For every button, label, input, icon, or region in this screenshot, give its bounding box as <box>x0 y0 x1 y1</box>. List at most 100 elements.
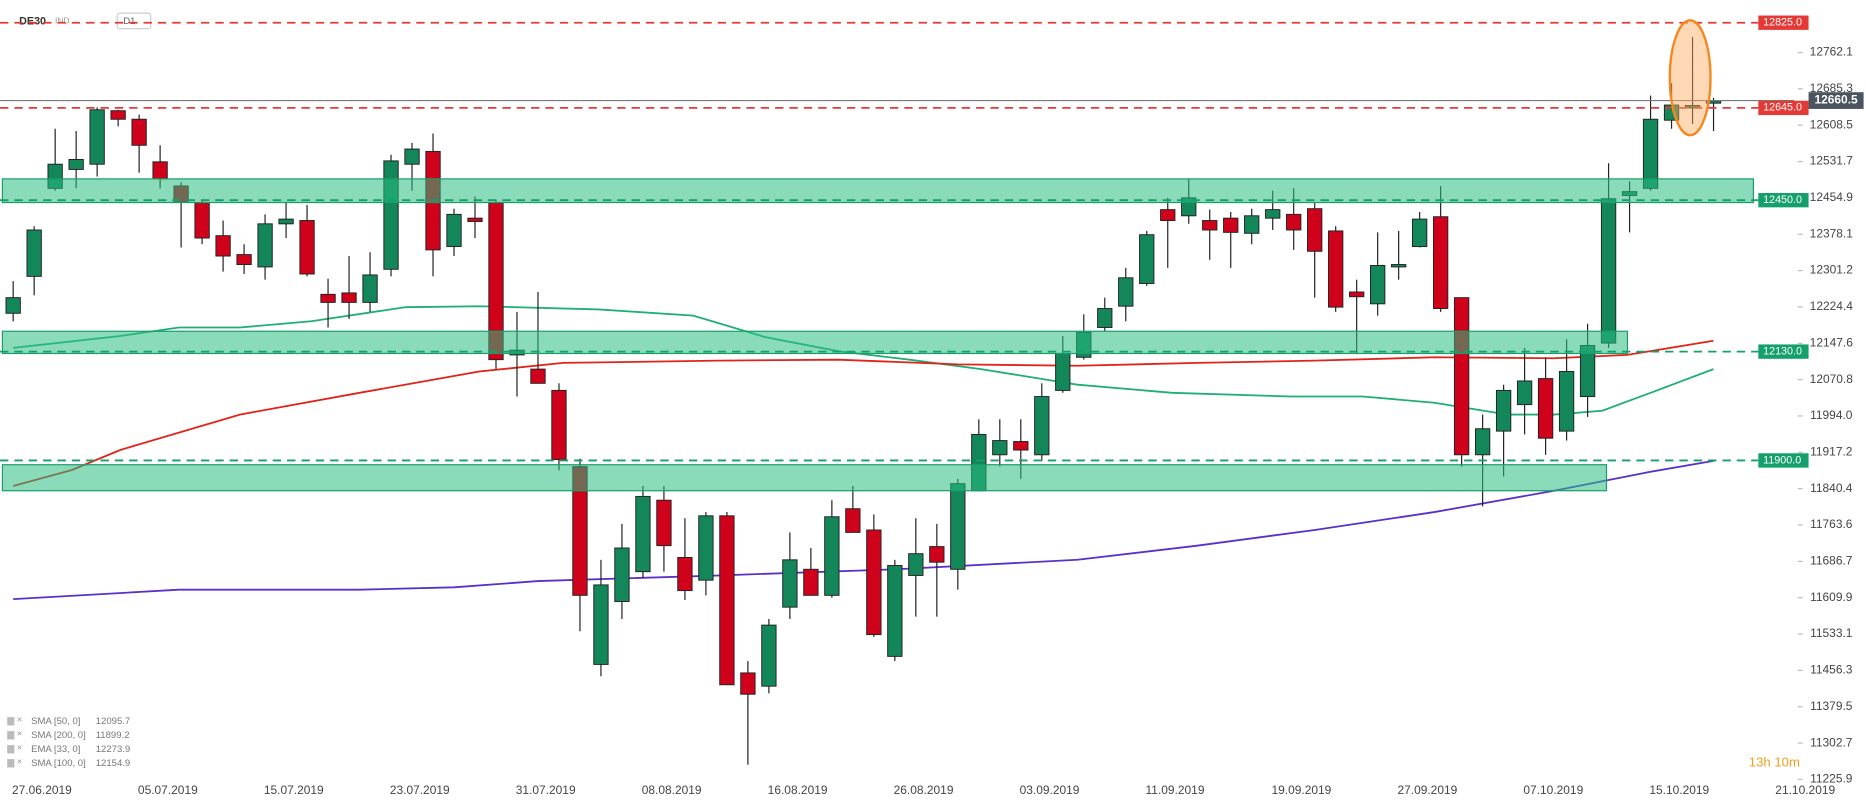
candle-body <box>1139 234 1155 284</box>
last-price-label: 12660.5 <box>1814 93 1858 107</box>
candle-body <box>257 223 273 268</box>
y-tick-label: 11456.3 <box>1810 663 1853 677</box>
level-label-box <box>1758 192 1809 208</box>
countdown: 13h 10m <box>1749 755 1800 770</box>
x-tick-label: 03.09.2019 <box>1020 783 1080 797</box>
indicator-line <box>12 339 1714 487</box>
y-tick-label: 11917.2 <box>1810 444 1853 458</box>
level-label-box <box>1758 100 1809 116</box>
candle-body <box>887 565 903 657</box>
candle-body <box>467 217 483 222</box>
legend-value: 11899.2 <box>96 730 130 741</box>
level-label-box <box>1758 15 1809 30</box>
candle-body <box>1495 389 1512 432</box>
y-tick-label: 11533.1 <box>1810 626 1853 640</box>
legend-close: × <box>17 729 23 740</box>
candle-body <box>320 293 336 303</box>
level-label: 12825.0 <box>1763 17 1802 29</box>
candle-body <box>1411 218 1428 248</box>
candle-body <box>1600 198 1617 344</box>
x-tick-label: 07.10.2019 <box>1523 783 1583 797</box>
candle-body <box>1349 291 1365 298</box>
candle-body <box>1474 428 1491 456</box>
candle-body <box>26 229 42 277</box>
y-tick-label: 12454.9 <box>1810 190 1854 204</box>
level-label-box <box>1758 344 1809 359</box>
candle-body <box>1328 230 1344 308</box>
y-tick-label: 11225.9 <box>1810 772 1853 786</box>
candle-body <box>1537 378 1554 439</box>
x-tick-label: 16.08.2019 <box>768 783 828 797</box>
candle-body <box>803 568 819 596</box>
support-zone <box>1 178 1755 204</box>
legend-name: EMA [33, 0] <box>31 744 80 755</box>
legend-close: × <box>17 757 23 768</box>
x-tick-label: 15.10.2019 <box>1649 783 1709 797</box>
candle-body <box>1558 371 1575 432</box>
level-label: 12130.0 <box>1763 345 1802 357</box>
x-tick-label: 15.07.2019 <box>264 783 324 797</box>
candle-body <box>1265 209 1281 219</box>
candle-body <box>1642 118 1659 189</box>
candle-body <box>1391 264 1407 268</box>
candle-body <box>782 559 798 608</box>
support-zone <box>1 330 1629 355</box>
y-tick-label: 11994.0 <box>1810 408 1853 422</box>
candle-body <box>215 235 231 257</box>
legend-name: SMA [100, 0] <box>31 758 86 769</box>
x-tick-label: 26.08.2019 <box>894 783 954 797</box>
x-tick-label: 27.06.2019 <box>12 783 72 797</box>
level-label: 11900.0 <box>1763 454 1801 466</box>
candle-body <box>1097 308 1113 328</box>
candle-body <box>866 529 882 636</box>
candle-body <box>68 158 84 170</box>
indicator-line <box>13 459 1714 601</box>
x-tick-label: 21.10.2019 <box>1775 783 1835 797</box>
candle-body <box>719 515 735 686</box>
candle-body <box>1370 265 1386 305</box>
candle-body <box>1055 353 1071 391</box>
candle-body <box>551 389 567 460</box>
x-tick-label: 31.07.2019 <box>516 783 576 797</box>
candle-body <box>740 672 756 695</box>
timeframe-box[interactable] <box>116 12 152 30</box>
x-tick-label: 11.09.2019 <box>1146 783 1205 797</box>
candle-body <box>5 297 21 314</box>
legend-icon <box>7 759 15 768</box>
highlight-ellipse <box>1668 19 1712 137</box>
x-tick-label: 19.09.2019 <box>1272 783 1332 797</box>
symbol[interactable]: DE30 <box>19 15 46 27</box>
candle-body <box>110 110 126 120</box>
legend-name: SMA [200, 0] <box>31 730 86 741</box>
legend-icon <box>7 745 15 754</box>
level-label-box <box>1758 453 1809 468</box>
candle-body <box>635 495 651 573</box>
candle-body <box>1453 297 1470 456</box>
market[interactable]: IND <box>55 16 69 26</box>
x-tick-label: 27.09.2019 <box>1397 783 1457 797</box>
legend-value: 12154.9 <box>96 758 131 769</box>
y-tick-label: 12301.2 <box>1810 263 1854 277</box>
candle-body <box>950 483 966 570</box>
level-label: 12645.0 <box>1763 102 1802 114</box>
x-tick-label: 08.08.2019 <box>642 783 702 797</box>
candle-body <box>1160 209 1176 222</box>
level-label: 12450.0 <box>1763 194 1802 206</box>
candle-body <box>1684 105 1701 109</box>
timeframe[interactable]: D1 <box>123 16 135 27</box>
candle-body <box>824 516 840 596</box>
candle-body <box>1202 220 1218 231</box>
legend-value: 12273.9 <box>96 744 131 755</box>
candle-body <box>1307 208 1323 252</box>
y-tick-label: 11379.5 <box>1810 699 1853 713</box>
legend-icon <box>7 717 15 726</box>
candle-body <box>992 440 1008 456</box>
candle-body <box>362 274 378 303</box>
candle-body <box>194 202 210 239</box>
candle-body <box>530 368 546 384</box>
candle-body <box>1244 215 1260 234</box>
y-tick-label: 12685.3 <box>1810 81 1854 95</box>
candle-body <box>845 508 861 533</box>
